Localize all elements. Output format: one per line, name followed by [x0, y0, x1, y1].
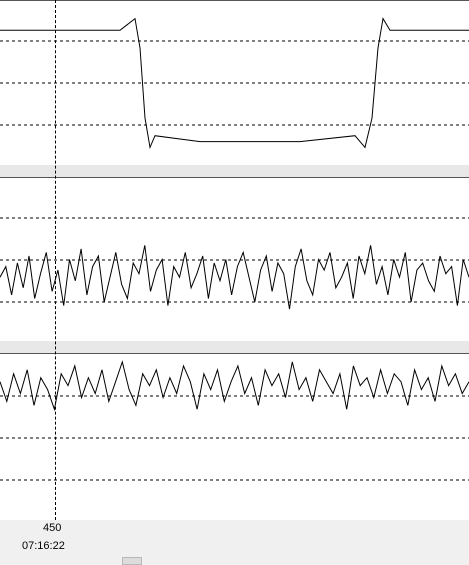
- signal-trace-1: [0, 17, 469, 150]
- signal-panel-2[interactable]: [0, 177, 469, 342]
- signal-plot-2: [0, 217, 469, 310]
- signal-trace-2: [0, 245, 469, 310]
- signal-panel-3[interactable]: [0, 353, 469, 521]
- panel-splitter-2[interactable]: [0, 341, 469, 353]
- panel-splitter-1[interactable]: [0, 165, 469, 177]
- signal-panel-1[interactable]: [0, 0, 469, 166]
- time-axis: 450 07:16:22: [0, 520, 469, 565]
- scroll-thumb[interactable]: [122, 557, 142, 565]
- signal-plot-3: [0, 360, 469, 481]
- signal-trace-3: [0, 360, 469, 412]
- signal-plot-1: [0, 17, 469, 150]
- cursor-sample-label: 450: [43, 522, 62, 534]
- cursor-time-label: 07:16:22: [22, 540, 65, 552]
- time-cursor-line[interactable]: [55, 0, 56, 520]
